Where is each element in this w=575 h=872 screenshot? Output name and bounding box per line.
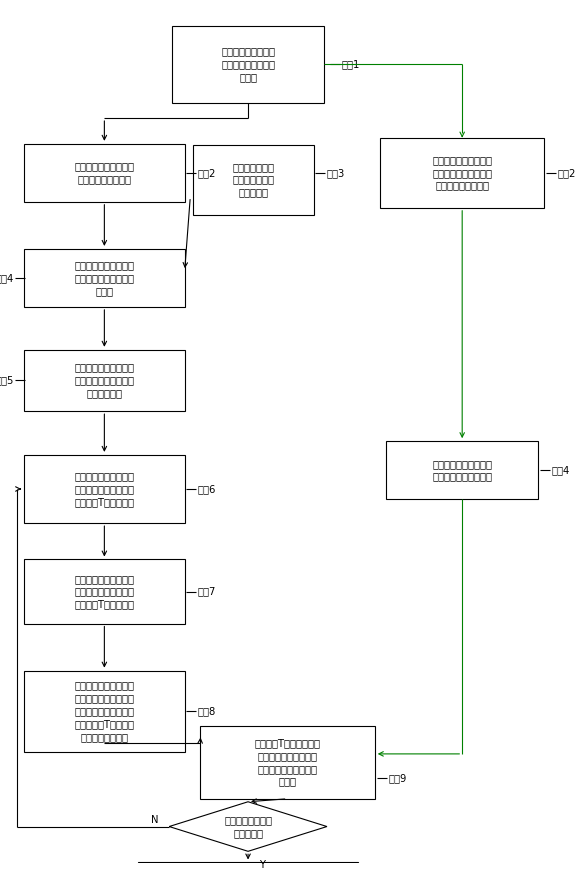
FancyBboxPatch shape xyxy=(24,671,185,752)
Text: 步骤2: 步骤2 xyxy=(557,167,575,178)
FancyBboxPatch shape xyxy=(200,726,375,799)
Text: 步骤9: 步骤9 xyxy=(388,773,407,783)
Text: 离线计算形成光伏逆变
器的参数灵敏度矩阵: 离线计算形成光伏逆变 器的参数灵敏度矩阵 xyxy=(74,161,135,184)
FancyBboxPatch shape xyxy=(24,455,185,523)
Text: 存在满足误差要求
的等值方案: 存在满足误差要求 的等值方案 xyxy=(224,815,272,838)
Text: 步骤4: 步骤4 xyxy=(552,465,570,475)
Text: 离线计算形成典型扰动
下的光伏电站并网点有
功暂态响应曲线向量: 离线计算形成典型扰动 下的光伏电站并网点有 功暂态响应曲线向量 xyxy=(432,155,492,191)
Text: N: N xyxy=(151,814,159,825)
Text: 步骤6: 步骤6 xyxy=(198,484,216,494)
FancyBboxPatch shape xyxy=(172,26,324,103)
Text: 步骤3: 步骤3 xyxy=(327,167,344,178)
Text: 根据实测信息在线匹配
当前工况下逆变器参数
灵敏度: 根据实测信息在线匹配 当前工况下逆变器参数 灵敏度 xyxy=(74,260,135,296)
Text: 获取包含光伏电站详
细模型的典型工况计
算数据: 获取包含光伏电站详 细模型的典型工况计 算数据 xyxy=(221,46,275,82)
FancyBboxPatch shape xyxy=(24,144,185,201)
Text: 利用计算机并行计算，
将等值模型替换详细模
型并施加典型扰动进行
仿真，得到T条并网点
有功暂态响应曲线: 利用计算机并行计算， 将等值模型替换详细模 型并施加典型扰动进行 仿真，得到T条… xyxy=(74,680,135,742)
Text: 步骤1: 步骤1 xyxy=(342,59,360,69)
FancyBboxPatch shape xyxy=(138,862,358,872)
Text: 步骤7: 步骤7 xyxy=(198,587,216,596)
Text: 设置相似度指标阈值序
列，对光伏机组进行分
群，形成T种分群方案: 设置相似度指标阈值序 列，对光伏机组进行分 群，形成T种分群方案 xyxy=(74,471,135,507)
Text: Y: Y xyxy=(259,860,265,870)
Text: 步骤4: 步骤4 xyxy=(0,273,14,283)
FancyBboxPatch shape xyxy=(24,560,185,623)
FancyBboxPatch shape xyxy=(24,249,185,307)
Text: 将得到的T条并网点有功
响应曲线分别与实测工
况下的参考响应曲线进
行对比: 将得到的T条并网点有功 响应曲线分别与实测工 况下的参考响应曲线进 行对比 xyxy=(255,739,320,787)
Text: 按照机组分群信息对光
伏电站分别进行聚类建
模，得到T种等值方案: 按照机组分群信息对光 伏电站分别进行聚类建 模，得到T种等值方案 xyxy=(74,574,135,610)
Text: 步骤8: 步骤8 xyxy=(198,706,216,716)
FancyBboxPatch shape xyxy=(193,145,315,215)
Text: 步骤5: 步骤5 xyxy=(0,376,14,385)
Text: 步骤2: 步骤2 xyxy=(198,167,216,178)
FancyBboxPatch shape xyxy=(381,138,544,208)
Text: 在线实测光伏电
站并网点有功、
电压等信息: 在线实测光伏电 站并网点有功、 电压等信息 xyxy=(233,162,275,197)
Polygon shape xyxy=(169,801,327,851)
Text: 以逆变器为单元，计算
所有光伏机组两两之间
的相似度指标: 以逆变器为单元，计算 所有光伏机组两两之间 的相似度指标 xyxy=(74,363,135,399)
Text: 根据实测信息匹配当前
工况下的参考响应曲线: 根据实测信息匹配当前 工况下的参考响应曲线 xyxy=(432,459,492,481)
FancyBboxPatch shape xyxy=(24,350,185,412)
FancyBboxPatch shape xyxy=(386,441,538,500)
